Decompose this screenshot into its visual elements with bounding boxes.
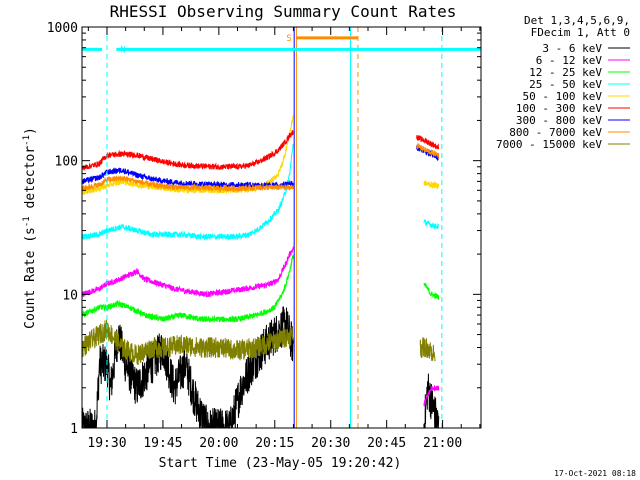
y-axis-label-end: ) [23,127,38,135]
y-axis-label-sup1: -1 [22,216,32,227]
series-3-6-kev [82,305,440,428]
legend-entry-label: 25 - 50 keV [529,78,602,91]
y-tick-label: 1000 [47,21,78,36]
series-800-7000-kev [82,142,440,193]
y-axis-label: Count Rate (s-1 detector-1) [22,127,38,329]
legend-entry-label: 100 - 300 keV [516,102,602,115]
x-tick-label: 20:15 [255,436,294,451]
series-25-50-kev [82,144,440,241]
series-line [423,385,440,407]
footer-timestamp: 17-Oct-2021 08:18 [554,469,636,478]
legend-entry-label: 3 - 6 keV [542,42,602,55]
x-axis-label: Start Time (23-May-05 19:20:42) [159,456,402,471]
series-line [419,337,436,362]
data-layer [82,115,440,428]
x-tick-label: 19:30 [87,436,126,451]
series-line [423,219,440,230]
plot-frame [81,26,482,429]
x-tick-label: 20:30 [311,436,350,451]
marker-layer: NS [82,34,481,55]
y-tick-label: 10 [62,288,78,303]
axis-layer: 1 10 100 1000 19:30 19:45 20:00 20:15 20:30 20:45… [47,21,481,451]
x-tick-label: 21:00 [423,436,462,451]
series-line [416,135,440,150]
y-tick-label: 100 [55,155,78,170]
y-axis-label-main: Count Rate (s [23,227,38,329]
legend-entry-label: 300 - 800 keV [516,114,602,127]
series-line [423,373,440,428]
legend-entry-label: 50 - 100 keV [523,90,603,103]
legend-header-line: Det 1,3,4,5,6,9, [524,14,630,27]
vline-layer [106,27,443,428]
legend: Det 1,3,4,5,6,9,FDecim 1, Att 0 3 - 6 keV… [496,14,630,151]
series-line [416,142,440,160]
y-axis-label-mid: detector [23,146,38,217]
x-tick-label: 20:45 [367,436,406,451]
chart-title: RHESSI Observing Summary Count Rates [110,2,457,21]
legend-header-line: FDecim 1, Att 0 [531,26,630,39]
marker-label: S [286,34,291,44]
marker-label: N [120,45,125,55]
series-7000-15000-kev [82,319,436,366]
series-line [82,255,294,324]
series-line [82,319,294,366]
series-line [423,180,440,190]
x-tick-label: 20:00 [199,436,238,451]
series-line [82,246,294,298]
legend-entry-label: 12 - 25 keV [529,66,602,79]
series-line [423,282,440,300]
series-line [82,175,294,193]
legend-entry-label: 6 - 12 keV [536,54,603,67]
series-line [82,130,294,171]
series-100-300-kev [82,130,440,171]
series-12-25-kev [82,255,440,324]
series-line [82,144,294,241]
x-tick-label: 19:45 [143,436,182,451]
y-tick-label: 1 [70,422,78,437]
series-6-12-kev [82,246,440,407]
legend-entry-label: 7000 - 15000 keV [496,138,602,151]
series-line [82,305,294,428]
y-axis-label-sup2: -1 [22,135,32,146]
legend-entry-label: 800 - 7000 keV [509,126,602,139]
